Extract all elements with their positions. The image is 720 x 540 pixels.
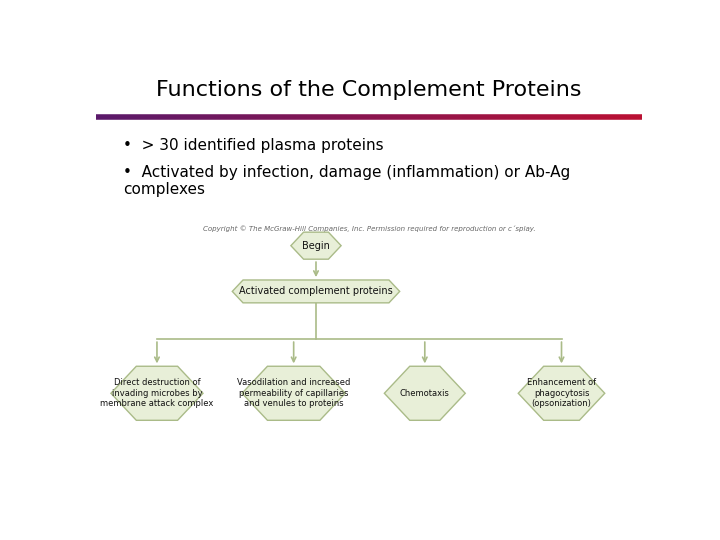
Text: Functions of the Complement Proteins: Functions of the Complement Proteins <box>156 80 582 100</box>
Polygon shape <box>518 366 605 420</box>
Text: Direct destruction of
invading microbes by
membrane attack complex: Direct destruction of invading microbes … <box>100 379 214 408</box>
Text: Vasodilation and increased
permeability of capillaries
and venules to proteins: Vasodilation and increased permeability … <box>237 379 351 408</box>
Polygon shape <box>233 280 400 303</box>
Text: Copyright © The McGraw-Hill Companies, Inc. Permission required for reproduction: Copyright © The McGraw-Hill Companies, I… <box>203 226 535 232</box>
Text: •  > 30 identified plasma proteins: • > 30 identified plasma proteins <box>124 138 384 153</box>
Polygon shape <box>111 366 203 420</box>
Polygon shape <box>384 366 465 420</box>
Text: Chemotaxis: Chemotaxis <box>400 389 450 398</box>
Text: Begin: Begin <box>302 241 330 251</box>
Text: Activated complement proteins: Activated complement proteins <box>239 286 393 296</box>
Polygon shape <box>242 366 346 420</box>
Text: Enhancement of
phagocytosis
(opsonization): Enhancement of phagocytosis (opsonizatio… <box>527 379 596 408</box>
Polygon shape <box>291 232 341 259</box>
Text: •  Activated by infection, damage (inflammation) or Ab-Ag
complexes: • Activated by infection, damage (inflam… <box>124 165 571 198</box>
